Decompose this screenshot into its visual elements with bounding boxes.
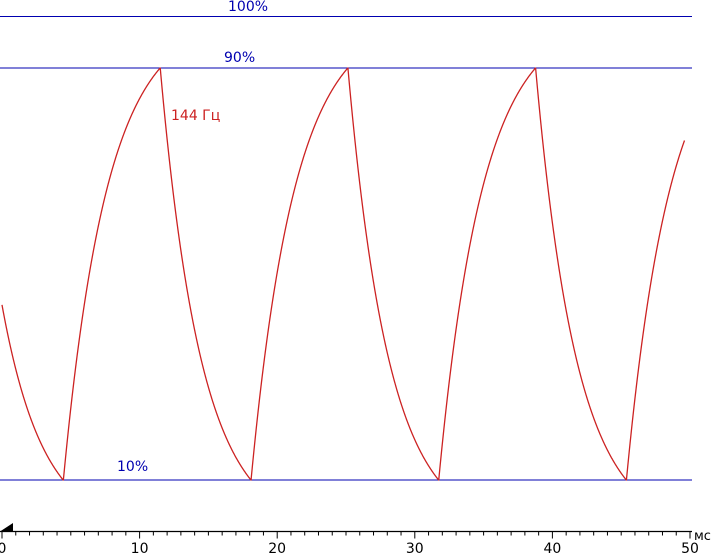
label-10-percent: 10%	[117, 459, 149, 475]
label-100-percent: 100%	[228, 0, 269, 15]
x-tick-label: 50	[681, 541, 699, 557]
x-tick-label: 0	[0, 541, 7, 557]
x-axis-unit-label: мс	[694, 529, 711, 544]
label-90-percent: 90%	[224, 50, 256, 66]
waveform-curve	[1, 67, 686, 481]
reference-lines	[0, 16, 692, 481]
x-tick-label: 10	[130, 541, 149, 557]
x-tick-label: 20	[268, 541, 287, 557]
x-tick-label: 40	[543, 541, 562, 557]
label-frequency: 144 Гц	[171, 108, 221, 124]
x-axis	[0, 523, 692, 539]
x-tick-label: 30	[405, 541, 424, 557]
